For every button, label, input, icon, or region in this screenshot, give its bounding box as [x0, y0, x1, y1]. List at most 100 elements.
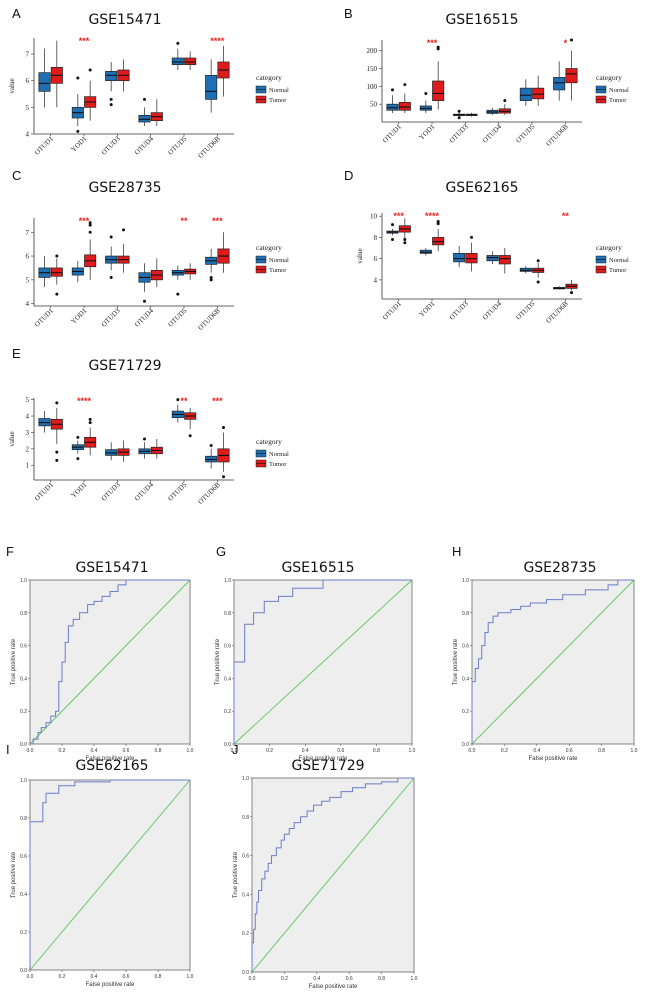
y-tick-label: 0.8: [20, 611, 27, 617]
outlier-point: [76, 435, 80, 439]
y-tick-label: 0.0: [20, 742, 27, 748]
outlier-point: [76, 457, 80, 461]
roc-curve: [471, 579, 634, 744]
normal-box: [38, 256, 51, 287]
y-tick-label: 1: [26, 462, 30, 470]
tumor-box: [432, 219, 445, 252]
x-tick-label: 1.0: [187, 974, 194, 980]
y-tick-label: 4: [374, 276, 378, 284]
y-tick-label: 100: [367, 83, 378, 91]
normal-box: [486, 107, 499, 115]
roc-curve: [29, 779, 190, 970]
outlier-point: [188, 434, 192, 438]
x-tick-label: 0.0: [27, 974, 34, 980]
outlier-point: [88, 68, 92, 72]
tumor-box: [565, 279, 578, 295]
y-tick-label: 0.8: [20, 816, 27, 822]
panel-letter: B: [344, 6, 353, 21]
y-tick-label: 0.8: [242, 815, 249, 821]
x-tick-label: 0.6: [346, 976, 353, 982]
y-tick-label: 6: [26, 253, 30, 261]
panel-b: B GSE16515 50 100 150 200 OTUD1 YOD1 *** OTUD3 OTU…: [344, 6, 629, 148]
outlier-point: [536, 259, 540, 263]
legend-title: category: [596, 243, 622, 252]
x-tick-label: OTUD5: [515, 299, 537, 321]
tumor-box: [532, 75, 545, 106]
normal-box: [386, 88, 399, 114]
box-iqr: [532, 87, 545, 100]
x-tick-label: 0.4: [313, 976, 320, 982]
tumor-box: [184, 263, 197, 280]
y-tick-label: 0.4: [462, 676, 469, 682]
x-tick-label: 0.8: [155, 974, 162, 980]
outlier-point: [209, 444, 213, 448]
normal-box: [553, 286, 566, 290]
x-tick-label: OTUD1: [33, 306, 55, 328]
significance-label: *: [564, 38, 568, 48]
normal-box: [105, 235, 118, 279]
outlier-point: [176, 292, 180, 296]
outlier-point: [436, 45, 440, 49]
panel-letter: D: [344, 168, 353, 183]
tumor-box: [50, 254, 63, 296]
outlier-point: [55, 254, 59, 258]
y-tick-label: 0.4: [20, 676, 27, 682]
normal-box: [419, 91, 432, 114]
y-tick-label: 0.6: [242, 854, 249, 860]
normal-box: [171, 265, 184, 296]
panel-f: F GSE15471 0.00.0 0.2 0.2 0.4 0.4 0.6 0.6 0.8 0.8 1…: [6, 544, 194, 762]
outlier-point: [109, 97, 113, 101]
panel-d: D GSE62165 4 6 8 10 value OTUD1 *** YOD1 **** OTUD3…: [344, 168, 629, 325]
box-iqr: [553, 77, 566, 91]
reference-diagonal: [29, 579, 191, 745]
y-tick-label: 5: [26, 104, 30, 112]
outlier-point: [536, 280, 540, 284]
chart-title: GSE15471: [75, 560, 148, 576]
tumor-box: [184, 51, 197, 70]
x-tick-label: 1.0: [411, 976, 418, 982]
outlier-point: [55, 401, 59, 405]
outlier-point: [143, 299, 146, 303]
y-tick-label: 6: [26, 77, 30, 85]
box-iqr: [171, 57, 184, 66]
outlier-point: [391, 238, 394, 242]
normal-box: [519, 79, 532, 106]
x-tick-label: 0.8: [598, 748, 605, 754]
outlier-point: [88, 223, 92, 227]
significance-label: ****: [210, 36, 225, 46]
panel-letter: H: [452, 544, 461, 559]
x-axis-label: False positive rate: [86, 982, 135, 988]
outlier-point: [457, 116, 461, 120]
tumor-box: [217, 46, 230, 97]
outlier-point: [436, 222, 440, 226]
x-tick-label: 0.2: [266, 748, 273, 754]
y-tick-label: 4: [26, 300, 30, 308]
x-tick-label: 0.2: [59, 748, 66, 754]
chart-title: GSE16515: [445, 12, 518, 28]
outlier-point: [109, 235, 113, 239]
normal-box: [553, 61, 566, 101]
outlier-point: [109, 275, 113, 279]
chart-title: GSE62165: [75, 758, 148, 774]
panel-letter: J: [232, 742, 239, 757]
normal-box: [71, 260, 84, 283]
y-tick-label: 0.2: [224, 709, 231, 715]
tumor-box: [184, 407, 197, 438]
x-tick-label: 0.4: [302, 748, 309, 754]
panel-a: A GSE15471 4 5 6 7 value OTUD1 YOD1 *** OTUD3 OTUD4…: [8, 6, 289, 160]
normal-box: [138, 263, 151, 303]
box-iqr: [50, 267, 63, 277]
reference-diagonal: [471, 579, 635, 745]
box-iqr: [38, 72, 51, 92]
chart-title: GSE28735: [88, 180, 161, 196]
tumor-box: [117, 440, 130, 462]
chart-title: GSE15471: [88, 12, 161, 28]
y-tick-label: 0.6: [20, 854, 27, 860]
chart-title: GSE71729: [88, 358, 161, 374]
panel-letter: E: [12, 346, 21, 361]
x-tick-label: OTUD6B: [197, 135, 222, 160]
y-tick-label: 1.0: [462, 578, 469, 584]
outlier-point: [176, 398, 180, 402]
panel-g: G GSE16515 0.00.0 0.2 0.2 0.4 0.4 0.6 0.6 0.8 0.8 1…: [215, 544, 416, 762]
normal-box: [138, 437, 151, 459]
